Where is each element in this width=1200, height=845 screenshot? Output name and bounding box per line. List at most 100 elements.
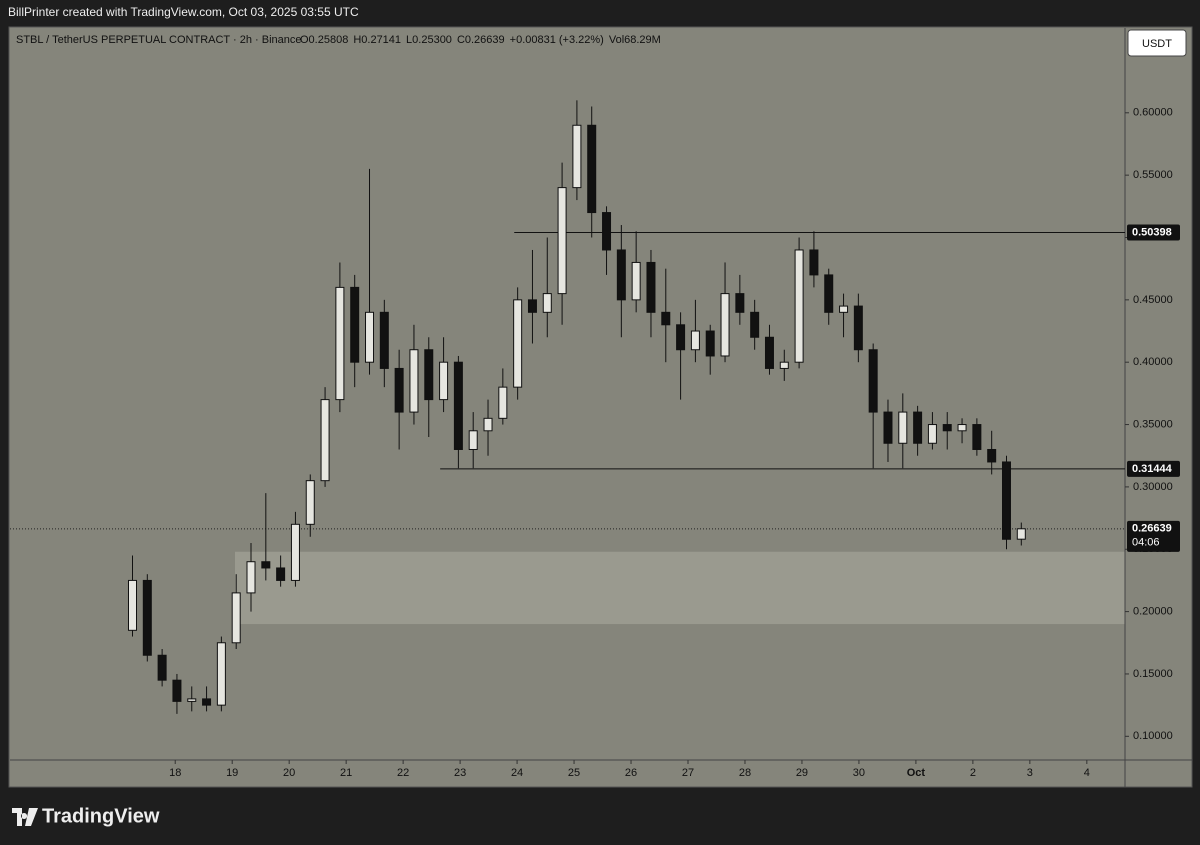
y-tick-label: 0.40000 <box>1133 356 1173 368</box>
candle-body <box>513 299 523 388</box>
x-tick-label: 21 <box>340 767 352 779</box>
candle-body <box>335 286 345 401</box>
header: BillPrinter created with TradingView.com… <box>8 5 359 19</box>
y-tick-label: 0.15000 <box>1133 668 1173 680</box>
candle-body <box>305 480 315 525</box>
x-tick-label: 18 <box>169 767 181 779</box>
y-tick-label: 0.55000 <box>1133 169 1173 181</box>
candle-body <box>602 212 612 251</box>
candle-body <box>735 293 745 313</box>
candle-body <box>646 261 656 313</box>
candle-body <box>853 305 863 351</box>
candle-body <box>453 361 463 450</box>
candle-body <box>261 561 271 569</box>
x-tick-label: 4 <box>1084 767 1090 779</box>
y-tick-label: 0.35000 <box>1133 418 1173 430</box>
chart-panel <box>8 26 1193 788</box>
x-tick-label: Oct <box>907 767 926 779</box>
candle-body <box>809 249 819 276</box>
x-tick-label: 25 <box>568 767 580 779</box>
countdown: 04:06 <box>1132 537 1160 549</box>
last-price-label: 0.26639 <box>1132 523 1172 535</box>
candle-body <box>246 561 256 594</box>
candle-body <box>913 411 923 444</box>
candle-body <box>631 261 641 301</box>
x-tick-label: 23 <box>454 767 466 779</box>
candle-body <box>424 349 434 401</box>
candle-body <box>616 249 626 301</box>
x-tick-label: 29 <box>796 767 808 779</box>
x-tick-label: 26 <box>625 767 637 779</box>
x-tick-label: 3 <box>1027 767 1033 779</box>
candle-body <box>231 592 241 644</box>
currency-button[interactable] <box>1127 29 1187 57</box>
candle-body <box>898 411 908 444</box>
candle-body <box>705 330 715 357</box>
x-tick-label: 2 <box>970 767 976 779</box>
candle-body <box>350 286 360 363</box>
candle-body <box>557 187 567 295</box>
candle-body <box>187 698 197 702</box>
last-price-box <box>1127 520 1180 552</box>
candle-body <box>202 698 212 706</box>
legend-item: +0.00831 (+3.22%) <box>510 34 604 46</box>
brand-logo <box>12 808 38 826</box>
x-tick-label: 30 <box>853 767 865 779</box>
candle-body <box>527 299 537 313</box>
y-tick-label: 0.20000 <box>1133 606 1173 618</box>
zone <box>235 551 1125 625</box>
candle-body <box>276 567 286 581</box>
resistance-box <box>1127 224 1180 241</box>
candle-body <box>676 324 686 351</box>
candle-body <box>439 361 449 401</box>
candle-body <box>572 124 582 189</box>
candle-body <box>216 642 226 706</box>
candle-body <box>927 424 937 444</box>
candle-body <box>542 293 552 313</box>
candle-body <box>868 349 878 413</box>
legend-item: L0.25300 <box>406 34 452 46</box>
support-label: 0.31444 <box>1132 463 1173 475</box>
candle-body <box>172 679 182 702</box>
candle-body <box>779 361 789 369</box>
x-tick-label: 22 <box>397 767 409 779</box>
y-tick-label: 0.45000 <box>1133 294 1173 306</box>
candle-body <box>661 311 671 326</box>
candle-body <box>142 579 152 656</box>
x-tick-label: 24 <box>511 767 523 779</box>
brand: TradingView <box>42 805 160 827</box>
y-tick-label: 0.30000 <box>1133 481 1173 493</box>
candle-body <box>468 430 478 450</box>
candle-body <box>942 424 952 432</box>
candle-body <box>587 124 597 214</box>
symbol: STBL / TetherUS PERPETUAL CONTRACT · 2h … <box>16 34 301 46</box>
candle-body <box>1016 528 1026 540</box>
candle-body <box>750 311 760 338</box>
candle-body <box>690 330 700 351</box>
candle-body <box>127 579 137 631</box>
candle-body <box>957 424 967 432</box>
x-tick-label: 27 <box>682 767 694 779</box>
x-tick-label: 28 <box>739 767 751 779</box>
resistance-label: 0.50398 <box>1132 226 1172 238</box>
ohlc-legend: O0.25808 H0.27141 L0.25300 C0.26639 +0.00831… <box>300 34 661 46</box>
candle-body <box>320 399 330 482</box>
currency-label[interactable]: USDT <box>1142 38 1172 50</box>
candle-body <box>365 311 375 363</box>
candle-body <box>764 336 774 369</box>
candle-body <box>839 305 849 313</box>
candle-body <box>157 654 167 681</box>
legend-item: O0.25808 <box>300 34 348 46</box>
candle-body <box>379 311 389 369</box>
candle-body <box>1001 461 1011 540</box>
candle-body <box>883 411 893 444</box>
candle-body <box>794 249 804 363</box>
candle-body <box>972 424 982 450</box>
candle-body <box>394 367 404 413</box>
candle-body <box>824 274 834 313</box>
y-tick-label: 0.60000 <box>1133 107 1173 119</box>
y-tick-label: 0.10000 <box>1133 730 1173 742</box>
legend-item: Vol68.29M <box>609 34 661 46</box>
support-box <box>1127 460 1180 477</box>
